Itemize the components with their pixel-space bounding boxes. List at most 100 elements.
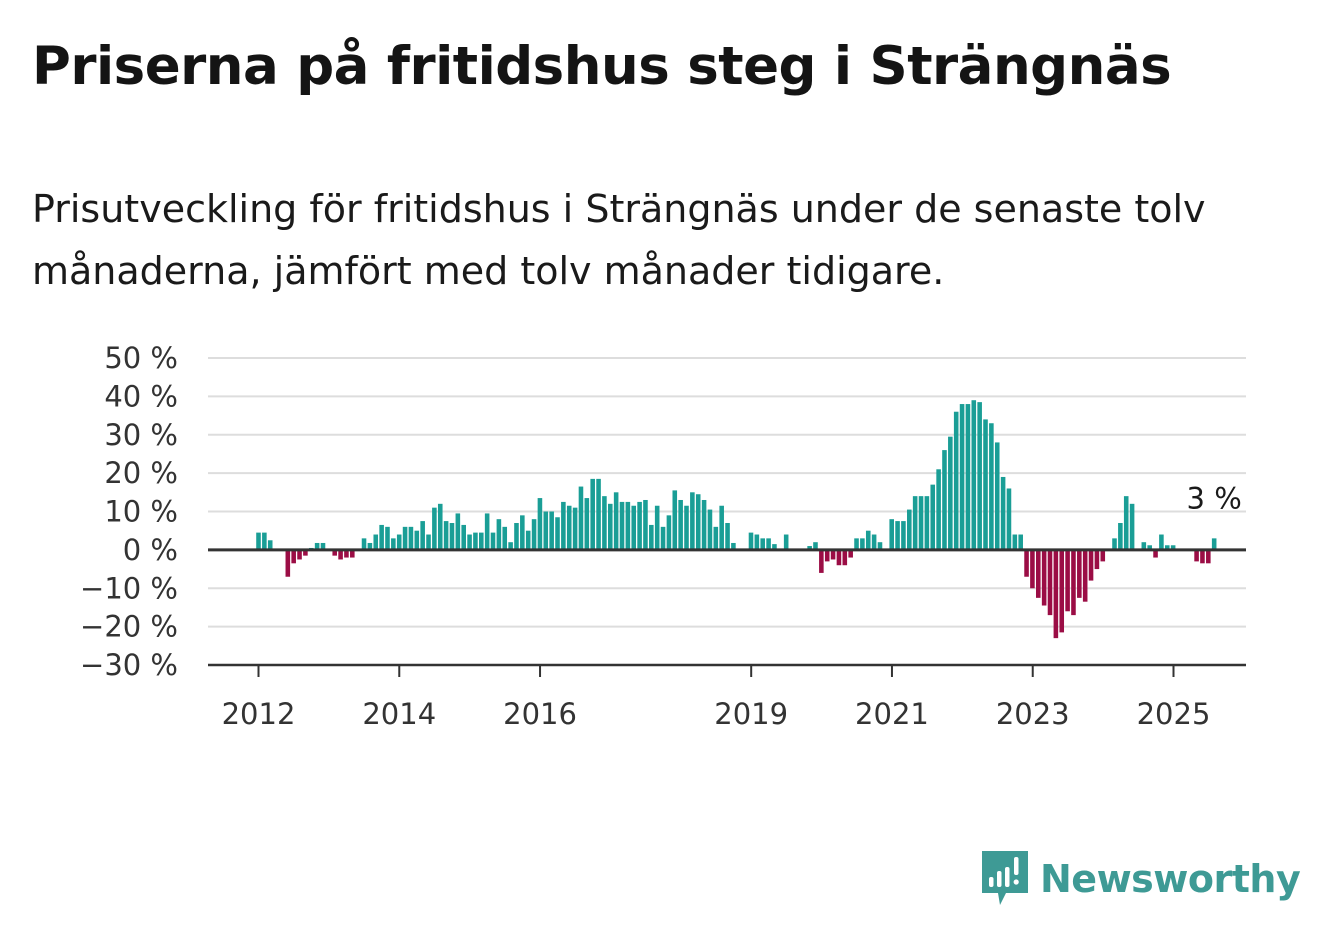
- bar: [514, 523, 519, 550]
- bar: [461, 524, 466, 550]
- bar: [432, 507, 437, 550]
- bar: [1159, 534, 1164, 550]
- x-tick-label: 2016: [503, 697, 577, 731]
- bar: [854, 538, 859, 550]
- bar: [566, 505, 572, 550]
- bar: [508, 542, 513, 550]
- bar: [1200, 549, 1205, 564]
- bar: [1118, 523, 1123, 550]
- bar: [678, 499, 683, 550]
- x-tick-label: 2021: [855, 697, 929, 731]
- bar: [983, 419, 988, 550]
- bar: [942, 450, 947, 550]
- bar: [907, 509, 912, 550]
- bar: [414, 530, 420, 550]
- bar: [1206, 549, 1211, 564]
- y-tick-label: −10 %: [80, 571, 178, 605]
- bar: [267, 540, 273, 550]
- brand-name: Newsworthy: [1040, 857, 1301, 901]
- bar: [596, 478, 601, 550]
- x-axis-ticks: 2012 2014 2016 2019 2021 2023 2025: [222, 665, 1210, 731]
- bar: [1024, 549, 1029, 577]
- y-tick-label: 50 %: [104, 341, 178, 375]
- bar: [455, 513, 461, 550]
- bar: [877, 542, 883, 550]
- bar: [695, 494, 701, 550]
- bar: [531, 519, 537, 550]
- y-tick-label: −30 %: [80, 648, 178, 682]
- bar: [930, 484, 936, 550]
- bar: [613, 492, 619, 550]
- bar: [918, 496, 924, 550]
- bar: [520, 515, 525, 550]
- y-tick-label: 40 %: [104, 379, 178, 413]
- bar: [602, 496, 607, 550]
- bar: [754, 534, 760, 550]
- bar: [959, 404, 965, 550]
- bar: [871, 534, 877, 550]
- bar: [965, 404, 971, 550]
- bar: [748, 532, 754, 550]
- x-tick-label: 2023: [996, 697, 1070, 731]
- bar: [1082, 549, 1088, 602]
- y-axis-ticks: 50 % 40 % 30 % 20 % 10 % 0 % −10 % −20 % −30 %: [80, 341, 178, 682]
- y-tick-label: 20 %: [104, 456, 178, 490]
- bar: [977, 402, 982, 550]
- bar: [936, 469, 941, 550]
- bar: [484, 513, 490, 550]
- bar: [1100, 549, 1106, 562]
- bar: [1000, 476, 1006, 550]
- bar: [297, 549, 302, 560]
- bar: [391, 538, 396, 550]
- bar: [813, 542, 818, 550]
- bar: [1071, 549, 1076, 616]
- bar: [836, 549, 842, 566]
- bar: [555, 517, 560, 550]
- bar: [543, 511, 549, 550]
- bar: [385, 526, 390, 550]
- bar: [1112, 538, 1117, 550]
- bar: [830, 549, 836, 560]
- bar: [772, 544, 777, 550]
- bar: [1194, 549, 1199, 562]
- bar: [924, 496, 930, 550]
- chart-subtitle: Prisutveckling för fritidshus i Strängnä…: [32, 187, 1206, 293]
- bar: [525, 530, 531, 550]
- last-value-annotation: 3 %: [1187, 481, 1242, 515]
- bar: [643, 499, 648, 550]
- bar: [1170, 545, 1176, 550]
- bar: [402, 526, 408, 550]
- bars: [256, 400, 1217, 639]
- bar: [895, 521, 900, 550]
- bar: [1153, 549, 1158, 558]
- bar: [496, 519, 502, 550]
- axes: [208, 548, 1246, 667]
- bar: [502, 526, 508, 550]
- bar: [396, 534, 402, 550]
- bar: [953, 411, 959, 550]
- bar: [1088, 549, 1094, 581]
- bar: [912, 496, 918, 550]
- bar: [971, 400, 977, 550]
- bar: [291, 549, 296, 564]
- bar: [256, 532, 261, 550]
- bar: [994, 442, 1000, 550]
- chart-title: Priserna på fritidshus steg i Strängnäs: [32, 36, 1172, 97]
- bar: [649, 524, 654, 550]
- bar: [684, 505, 689, 550]
- x-tick-label: 2012: [222, 697, 296, 731]
- bar: [344, 549, 349, 558]
- bar: [660, 526, 666, 550]
- bar: [1147, 545, 1152, 550]
- bar: [860, 538, 865, 550]
- bar: [1065, 549, 1070, 612]
- bar: [848, 549, 853, 558]
- bar: [1041, 549, 1047, 606]
- y-tick-label: 0 %: [123, 533, 178, 567]
- bar: [819, 549, 824, 573]
- bar: [707, 509, 713, 550]
- bar: [1141, 542, 1147, 550]
- bar: [1012, 534, 1018, 550]
- bar: [367, 542, 373, 550]
